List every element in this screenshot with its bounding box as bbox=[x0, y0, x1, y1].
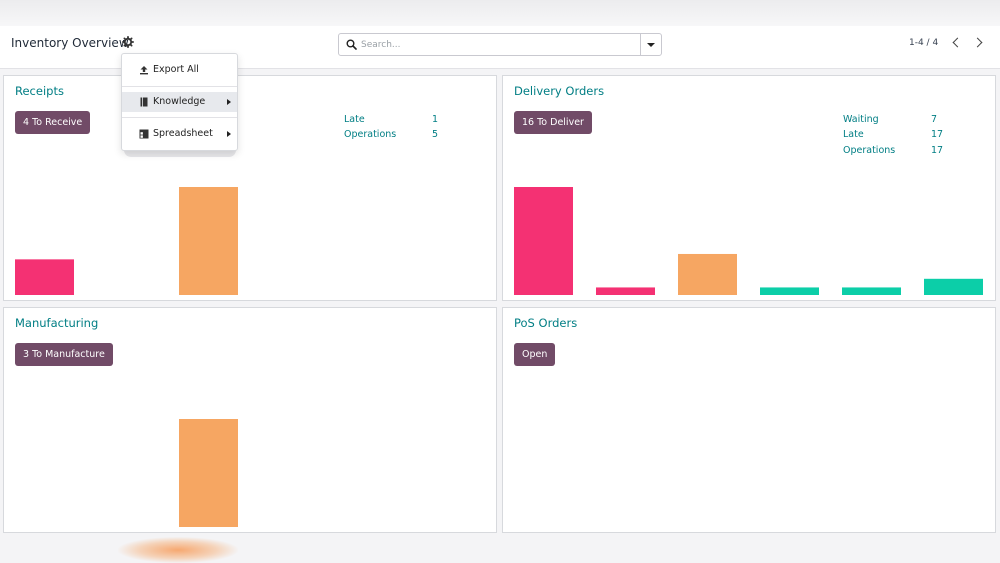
stat-row[interactable]: Operations 17 bbox=[843, 143, 951, 158]
pager-next-button[interactable] bbox=[972, 36, 986, 50]
search-box bbox=[338, 33, 662, 56]
stat-label: Operations bbox=[843, 144, 896, 156]
menu-divider bbox=[122, 86, 237, 87]
manufacturing-card: Manufacturing 3 To Manufacture bbox=[3, 307, 497, 533]
submenu-arrow-icon bbox=[227, 99, 231, 105]
stat-label: Late bbox=[843, 129, 864, 141]
to-deliver-button[interactable]: 16 To Deliver bbox=[514, 111, 592, 134]
stat-row[interactable]: Late 1 bbox=[344, 112, 452, 127]
receipts-card: Receipts 4 To Receive Late 1 Operations 5 bbox=[3, 75, 497, 301]
stat-value: 1 bbox=[432, 114, 439, 126]
stat-label: Waiting bbox=[843, 114, 879, 126]
stat-value: 7 bbox=[931, 114, 938, 126]
actions-dropdown-menu: Export All Knowledge Spreadsheet bbox=[121, 53, 238, 151]
upload-icon bbox=[140, 66, 148, 75]
graph-bar bbox=[924, 278, 983, 295]
graph-bar bbox=[514, 187, 573, 295]
graph-bar bbox=[15, 259, 74, 295]
card-title[interactable]: Delivery Orders bbox=[514, 84, 605, 98]
card-stats: Waiting 7 Late 17 Operations 17 bbox=[843, 112, 951, 158]
menu-item-label: Export All bbox=[153, 64, 199, 75]
search-input[interactable] bbox=[361, 37, 631, 52]
submenu-arrow-icon bbox=[227, 131, 231, 137]
menu-item-label: Spreadsheet bbox=[153, 128, 213, 139]
pager-value[interactable]: 1-4 / 4 bbox=[909, 38, 939, 48]
stat-value: 17 bbox=[931, 144, 944, 156]
card-stats: Late 1 Operations 5 bbox=[344, 112, 452, 143]
menu-item-label: Knowledge bbox=[153, 96, 206, 107]
graph-bar bbox=[179, 187, 238, 295]
graph-bar bbox=[678, 253, 737, 295]
stat-row[interactable]: Waiting 7 bbox=[843, 112, 951, 127]
graph-bar bbox=[842, 287, 901, 295]
spreadsheet-icon bbox=[139, 129, 149, 139]
open-pos-button[interactable]: Open bbox=[514, 343, 556, 366]
to-manufacture-button[interactable]: 3 To Manufacture bbox=[15, 343, 113, 366]
stat-row[interactable]: Operations 5 bbox=[344, 127, 452, 142]
window-top-strip bbox=[0, 0, 1000, 26]
menu-shadow bbox=[124, 150, 236, 157]
card-title[interactable]: Receipts bbox=[15, 84, 64, 98]
gear-icon[interactable] bbox=[122, 36, 134, 48]
stat-label: Late bbox=[344, 114, 365, 126]
pos-orders-card: PoS Orders Open bbox=[502, 307, 996, 533]
pager-previous-button[interactable] bbox=[949, 36, 963, 50]
card-title[interactable]: PoS Orders bbox=[514, 316, 578, 330]
manufacturing-graph bbox=[179, 419, 238, 527]
stat-value: 17 bbox=[931, 129, 944, 141]
menu-divider bbox=[122, 117, 237, 118]
menu-item-export-all[interactable]: Export All bbox=[122, 60, 237, 80]
stat-label: Operations bbox=[344, 129, 397, 141]
menu-item-knowledge[interactable]: Knowledge bbox=[122, 92, 237, 112]
receipts-graph bbox=[15, 187, 238, 295]
to-receive-button[interactable]: 4 To Receive bbox=[15, 111, 91, 134]
book-icon bbox=[140, 97, 148, 107]
search-icon bbox=[346, 39, 357, 50]
stat-row[interactable]: Late 17 bbox=[843, 127, 951, 142]
stat-value: 5 bbox=[432, 129, 439, 141]
delivery-orders-card: Delivery Orders 16 To Deliver Waiting 7 L… bbox=[502, 75, 996, 301]
page-title: Inventory Overview bbox=[11, 36, 129, 50]
menu-item-spreadsheet[interactable]: Spreadsheet bbox=[122, 124, 237, 144]
graph-bar bbox=[760, 287, 819, 295]
search-options-toggle[interactable] bbox=[640, 34, 661, 55]
graph-bar bbox=[179, 419, 238, 527]
decorative-glow bbox=[118, 537, 238, 563]
graph-bar bbox=[596, 287, 655, 295]
card-title[interactable]: Manufacturing bbox=[15, 316, 99, 330]
delivery-orders-graph bbox=[514, 187, 983, 295]
